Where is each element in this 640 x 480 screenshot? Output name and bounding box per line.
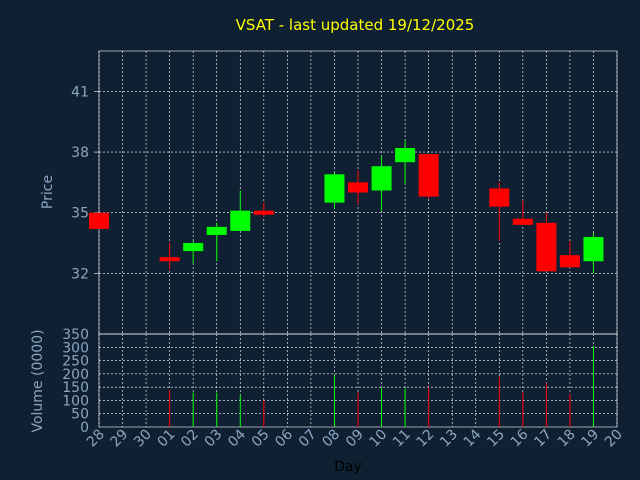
volume-tick-label: 250 (62, 354, 89, 370)
x-tick-label: 19 (578, 427, 602, 451)
candle-body (206, 226, 227, 235)
x-tick-label: 13 (437, 427, 461, 451)
volume-tick-label: 50 (71, 407, 89, 423)
x-tick-label: 01 (155, 427, 179, 451)
x-axis-label: Day (334, 459, 362, 475)
candle-body (348, 182, 368, 193)
volume-tick-label: 150 (62, 380, 89, 396)
x-tick-label: 05 (249, 427, 273, 451)
candle-body (159, 257, 180, 262)
x-tick-label: 09 (343, 427, 367, 451)
price-axis-label: Price (40, 175, 56, 209)
volume-tick-label: 100 (62, 393, 89, 409)
candle-body (583, 236, 604, 262)
x-tick-label: 08 (319, 427, 343, 451)
x-tick-label: 20 (602, 427, 626, 451)
price-tick-labels: 32 35 38 41 (71, 84, 89, 282)
volume-tick-label: 0 (80, 420, 89, 436)
volume-tick-label: 350 (62, 327, 89, 343)
x-tick-label: 07 (296, 427, 320, 451)
candle-body (536, 222, 557, 272)
x-tick-label: 30 (131, 427, 155, 451)
x-tick-label: 29 (107, 427, 131, 451)
candle-body (559, 255, 580, 268)
x-tick-label: 02 (178, 427, 202, 451)
candle-body (489, 188, 510, 207)
volume-bars (169, 345, 594, 427)
x-tick-label: 17 (531, 427, 555, 451)
price-tick-label: 41 (71, 84, 89, 100)
x-tick-label: 04 (225, 426, 249, 450)
x-tick-label: 03 (202, 427, 226, 451)
x-tick-label: 15 (484, 427, 508, 451)
volume-tick-label: 300 (62, 340, 89, 356)
price-tick-label: 35 (71, 206, 89, 222)
candle-body (371, 166, 392, 191)
candles (89, 139, 604, 274)
candle-body (395, 148, 416, 163)
candle-body (230, 210, 251, 231)
x-tick-label: 11 (390, 427, 414, 451)
candle-body (512, 218, 533, 225)
x-tick-label: 18 (555, 427, 579, 451)
candle-body (253, 210, 274, 215)
volume-axis-label: Volume (0000) (30, 329, 46, 432)
x-tick-label: 16 (508, 426, 532, 450)
x-tick-label: 14 (461, 426, 485, 450)
candle-body (418, 154, 439, 197)
x-tick-labels: 28 29 30 01 02 03 04 05 06 07 08 09 10 11 12 13 14 15 16 17… (84, 426, 626, 450)
price-tick-label: 38 (71, 145, 89, 161)
x-tick-label: 06 (272, 426, 296, 450)
candle-body (183, 243, 204, 252)
volume-tick-label: 200 (62, 367, 89, 383)
x-tick-label: 12 (414, 427, 438, 451)
candle-body (89, 212, 109, 229)
x-tick-label: 10 (366, 427, 390, 451)
price-tick-label: 32 (71, 266, 89, 282)
chart-title: VSAT - last updated 19/12/2025 (236, 16, 475, 34)
price-panel: 32 35 38 41 (71, 50, 618, 335)
candle-body (324, 174, 345, 203)
